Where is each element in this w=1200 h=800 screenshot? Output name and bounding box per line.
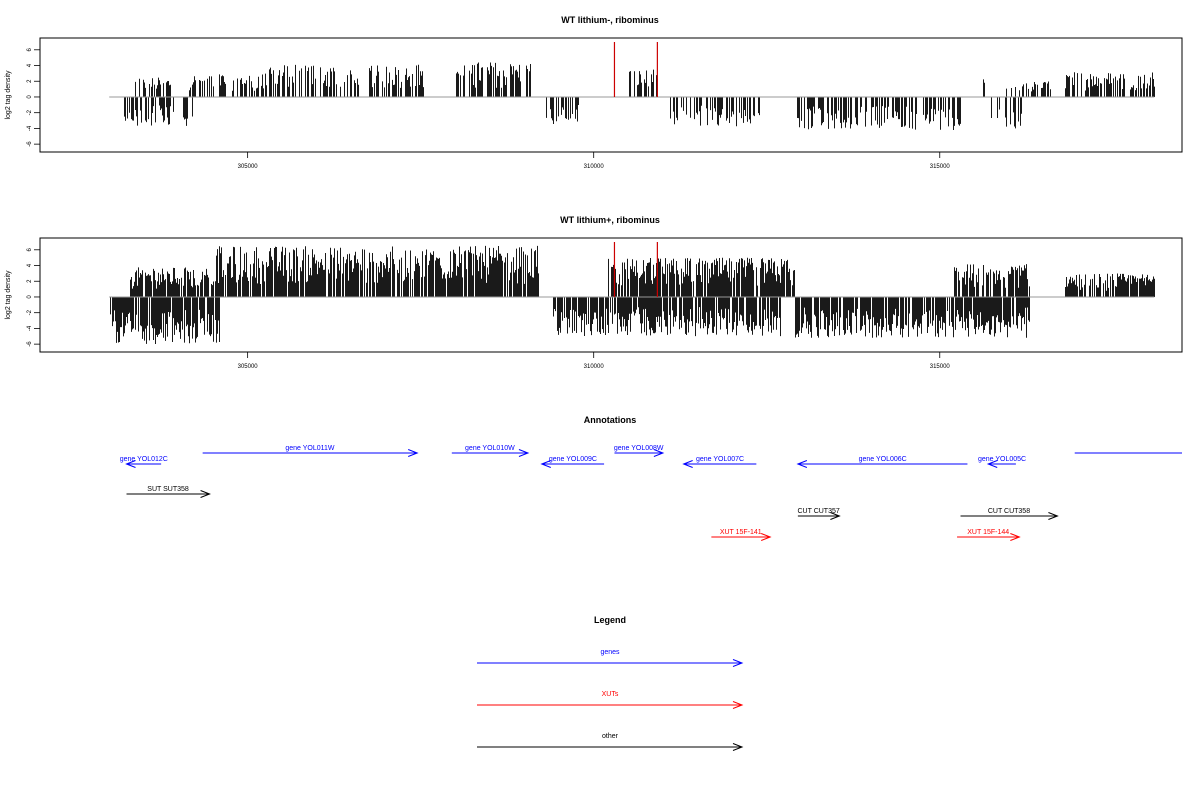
arrow-head: [732, 743, 744, 751]
legend-item: other: [477, 733, 744, 751]
arrow-head: [761, 533, 772, 541]
arrow-head: [986, 460, 998, 468]
arrow-head: [732, 701, 744, 709]
legend-label: genes: [600, 649, 620, 656]
feature-label: gene YOL011W: [285, 445, 335, 452]
feature-label: XUT 15F-144: [967, 529, 1009, 536]
y-tick-label: 6: [27, 47, 33, 51]
arrow-head: [830, 512, 841, 520]
legend-label: XUTs: [602, 691, 619, 698]
y-tick-label: 6: [27, 247, 33, 251]
feature-label: XUT 15F-141: [720, 529, 762, 536]
feature-label: CUT CUT358: [988, 508, 1030, 515]
feature-label: gene YOL006C: [859, 456, 907, 463]
feature-label: gene YOL008W: [614, 445, 664, 452]
arrow-head: [408, 449, 419, 457]
track-panel-lithium-minus: WT lithium-, ribominus log2 tag density …: [5, 15, 1183, 170]
arrow-head: [540, 460, 551, 468]
annotation-feature: SUT SUT358: [126, 486, 211, 498]
x-tick-label: 305000: [238, 164, 259, 170]
annotation-features: gene YOL012C gene YOL011W gene YOL010W gene…: [120, 445, 1182, 541]
feature-label: gene YOL009C: [549, 456, 597, 463]
annotations-title: Annotations: [584, 415, 637, 425]
annotation-feature: XUT 15F-144: [957, 529, 1021, 541]
y-tick-label: -4: [27, 325, 33, 331]
annotation-feature: gene YOL005C: [978, 456, 1026, 468]
x-tick-label: 305000: [238, 364, 259, 370]
x-tick-label: 310000: [584, 164, 605, 170]
annotation-feature: CUT CUT357: [797, 508, 841, 520]
marker-lines: [613, 242, 658, 297]
y-tick-label: -4: [27, 125, 33, 131]
panel-title: WT lithium+, ribominus: [560, 215, 660, 225]
signal-bars: [124, 62, 1155, 130]
arrow-head: [1048, 512, 1059, 520]
legend: Legend genes XUTs other: [477, 615, 744, 751]
annotation-feature: XUT 15F-141: [711, 529, 772, 541]
annotation-feature: gene YOL007C: [682, 456, 757, 468]
y-axis: -6 -4 -2 0 2 4 6: [27, 247, 40, 347]
annotation-feature: CUT CUT358: [960, 508, 1059, 520]
plot-frame: [39, 237, 1183, 353]
annotation-feature: gene YOL006C: [796, 456, 968, 468]
feature-label: SUT SUT358: [147, 486, 189, 493]
x-tick-label: 315000: [930, 364, 951, 370]
y-axis-label: log2 tag density: [5, 70, 12, 120]
legend-item: genes: [477, 649, 744, 667]
legend-title: Legend: [594, 615, 626, 625]
arrow-head: [732, 659, 744, 667]
annotation-feature: gene YOL008W: [614, 445, 665, 457]
x-axis: 305000 310000 315000: [238, 352, 951, 370]
feature-label: gene YOL010W: [465, 445, 515, 452]
annotation-feature: gene YOL011W: [202, 445, 419, 457]
y-tick-label: 0: [27, 295, 33, 299]
y-tick-label: 4: [27, 263, 33, 267]
arrow-head: [518, 449, 530, 457]
marker-lines: [613, 42, 658, 97]
feature-label: gene YOL005C: [978, 456, 1026, 463]
feature-label: CUT CUT357: [797, 508, 839, 515]
arrow-head: [200, 490, 211, 498]
annotation-feature: gene YOL009C: [540, 456, 605, 468]
arrow-head: [125, 460, 136, 468]
y-tick-label: 0: [27, 95, 33, 99]
annotation-feature: gene YOL012C: [120, 456, 168, 468]
plot-frame: [39, 37, 1183, 153]
feature-label: gene YOL012C: [120, 456, 168, 463]
arrow-head: [796, 460, 808, 468]
y-tick-label: -6: [27, 141, 33, 147]
y-tick-label: 2: [27, 279, 33, 283]
track-panel-lithium-plus: WT lithium+, ribominus log2 tag density …: [5, 215, 1183, 370]
arrow-head: [682, 460, 693, 468]
y-tick-label: -6: [27, 341, 33, 347]
x-tick-label: 315000: [930, 164, 951, 170]
y-axis: -6 -4 -2 0 2 4 6: [27, 47, 40, 147]
x-tick-label: 310000: [584, 364, 605, 370]
signal-bars: [110, 245, 1155, 345]
legend-item: XUTs: [477, 691, 744, 709]
legend-label: other: [602, 733, 619, 740]
legend-items: genes XUTs other: [477, 649, 744, 751]
feature-label: gene YOL007C: [696, 456, 744, 463]
y-tick-label: -2: [27, 309, 33, 315]
annotation-feature: gene YOL010W: [451, 445, 530, 457]
arrow-head: [653, 449, 665, 457]
y-tick-label: 4: [27, 63, 33, 67]
x-axis: 305000 310000 315000: [238, 152, 951, 170]
y-axis-label: log2 tag density: [5, 270, 12, 320]
arrow-head: [1010, 533, 1021, 541]
y-tick-label: 2: [27, 79, 33, 83]
y-tick-label: -2: [27, 109, 33, 115]
panel-title: WT lithium-, ribominus: [561, 15, 659, 25]
